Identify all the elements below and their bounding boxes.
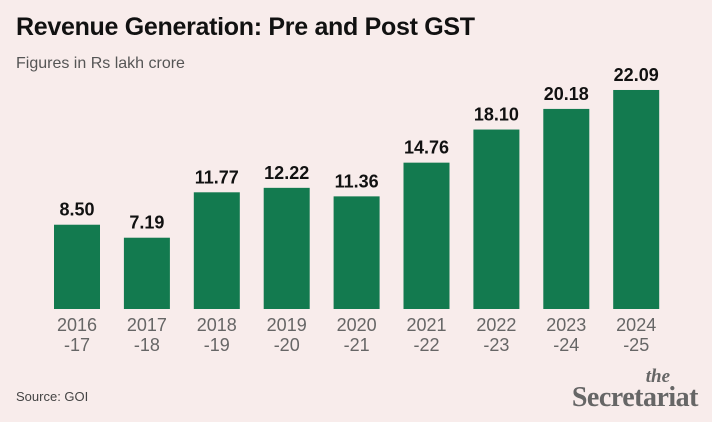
x-tick-label: 2017 (127, 315, 167, 335)
x-tick-label: -24 (553, 335, 579, 355)
bar-value-label: 11.77 (195, 167, 239, 187)
chart-title: Revenue Generation: Pre and Post GST (16, 13, 475, 41)
x-tick-label: 2021 (406, 315, 446, 335)
x-tick-label: -25 (623, 335, 649, 355)
x-tick-label: -20 (274, 335, 300, 355)
x-tick-label: 2018 (197, 315, 237, 335)
x-tick-label: 2019 (267, 315, 307, 335)
x-tick-label: 2023 (546, 315, 586, 335)
bar-value-label: 14.76 (404, 138, 449, 158)
logo-name-text: Secretariat (571, 382, 699, 413)
x-tick-label: 2016 (57, 315, 97, 335)
x-tick-label: -17 (64, 335, 90, 355)
bar (403, 162, 450, 309)
bar (123, 237, 170, 309)
x-tick-label: -22 (413, 335, 439, 355)
bar (613, 89, 660, 309)
x-tick-label: 2020 (337, 315, 377, 335)
chart-subtitle: Figures in Rs lakh crore (16, 55, 185, 72)
bar (473, 129, 520, 309)
x-tick-label: 2022 (476, 315, 516, 335)
bar-value-label: 22.09 (614, 65, 659, 85)
bar-value-label: 7.19 (129, 213, 164, 233)
bar-value-label: 12.22 (264, 163, 309, 183)
secretariat-logo: the Secretariat (538, 366, 699, 414)
x-tick-label: -19 (204, 335, 230, 355)
bar-value-label: 18.10 (474, 105, 519, 125)
bar (263, 187, 310, 309)
bar (193, 192, 240, 309)
x-tick-label: -23 (483, 335, 509, 355)
bar (543, 108, 590, 309)
x-tick-label: -21 (344, 335, 370, 355)
x-tick-label: 2024 (616, 315, 656, 335)
logo-the-text: the (645, 366, 670, 387)
bar-value-label: 8.50 (59, 200, 94, 220)
x-tick-label: -18 (134, 335, 160, 355)
bar (54, 224, 100, 309)
source-note: Source: GOI (16, 389, 89, 404)
bar (333, 196, 380, 309)
bar-value-label: 20.18 (544, 84, 589, 104)
bar-value-label: 11.36 (335, 171, 379, 191)
